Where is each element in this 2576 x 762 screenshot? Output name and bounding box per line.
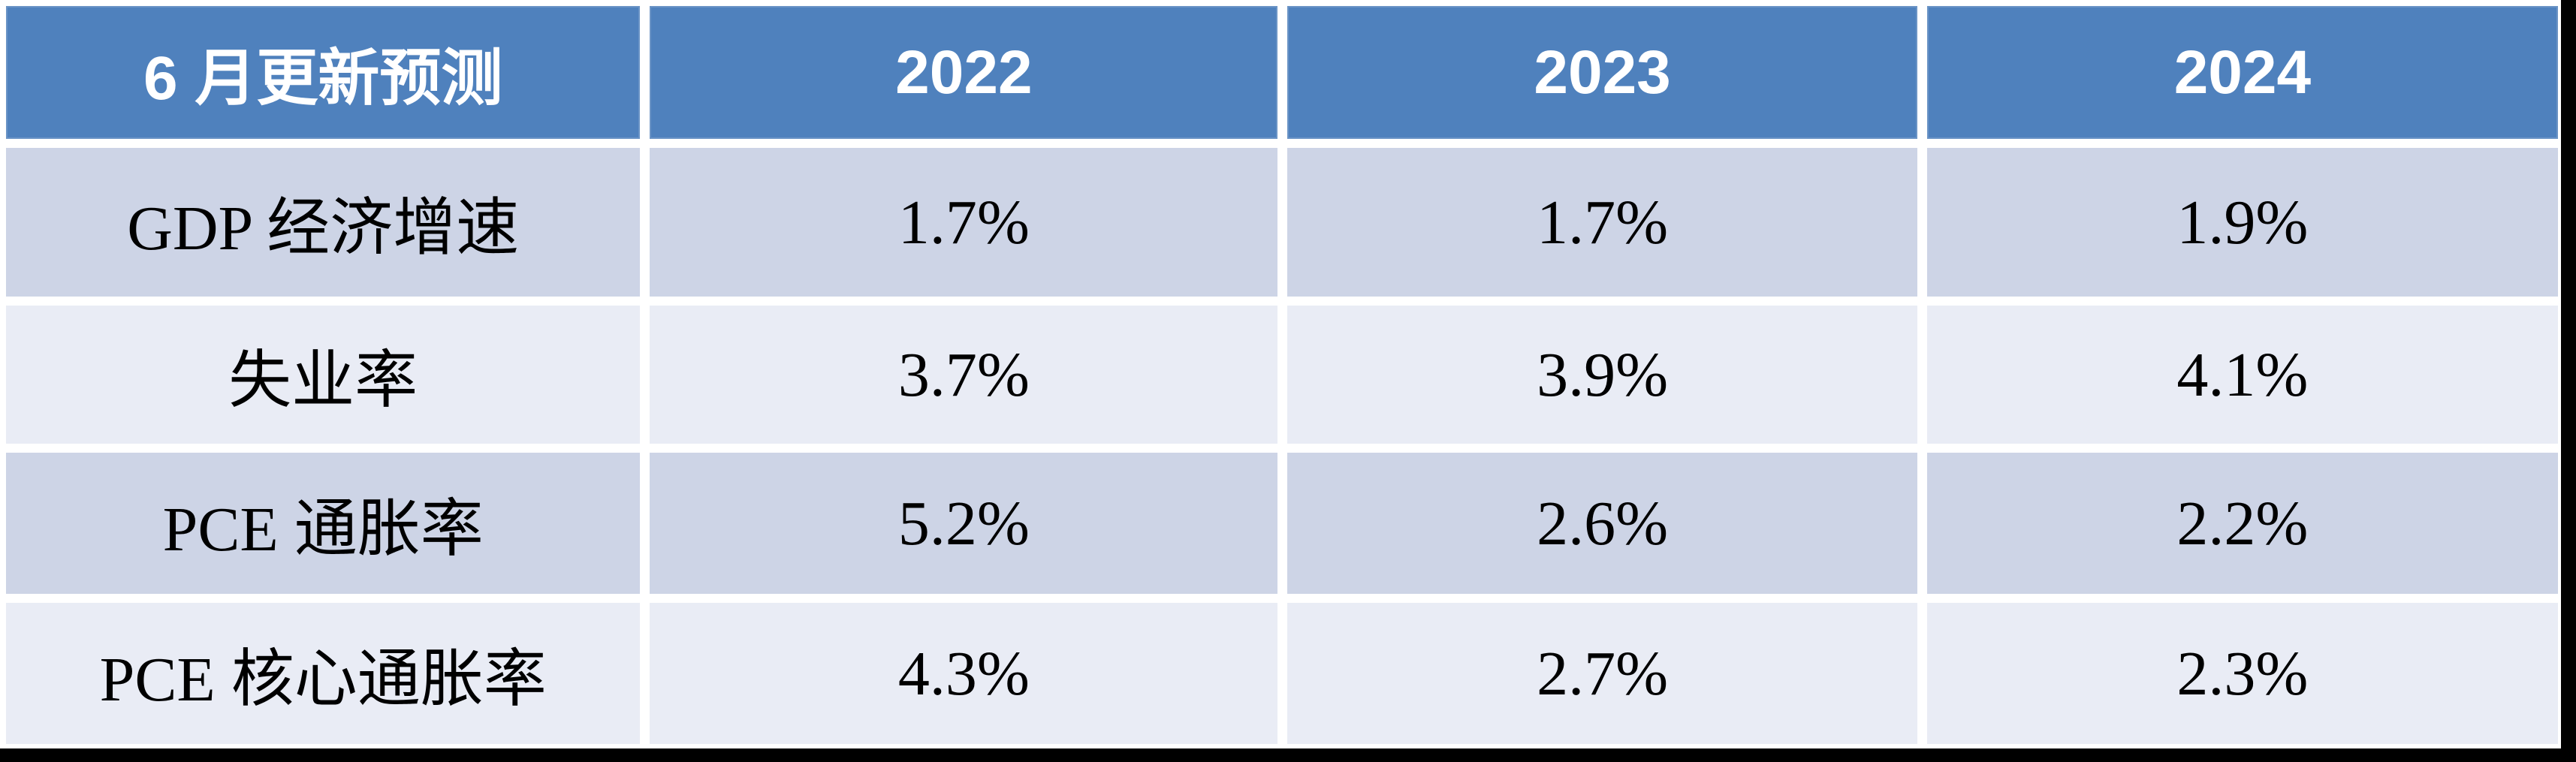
year-header-2022: 2022	[650, 6, 1278, 139]
value-pce-2023: 2.6%	[1287, 453, 1917, 594]
value-core-pce-2022: 4.3%	[650, 603, 1278, 744]
value-unemployment-2023: 3.9%	[1287, 306, 1917, 444]
row-label-core-pce-inflation: PCE 核心通胀率	[6, 603, 641, 744]
row-label-gdp: GDP 经济增速	[6, 148, 641, 297]
row-label-pce-inflation: PCE 通胀率	[6, 453, 641, 594]
value-core-pce-2023: 2.7%	[1287, 603, 1917, 744]
value-gdp-2024: 1.9%	[1926, 148, 2558, 297]
value-unemployment-2024: 4.1%	[1926, 306, 2558, 444]
value-core-pce-2024: 2.3%	[1926, 603, 2558, 744]
value-pce-2024: 2.2%	[1926, 453, 2558, 594]
value-gdp-2022: 1.7%	[650, 148, 1278, 297]
forecast-table: 6 月更新预测 2022 2023 2024 GDP 经济增速 1.7% 1.7…	[6, 6, 2558, 744]
year-header-2024: 2024	[1926, 6, 2558, 139]
row-label-unemployment: 失业率	[6, 306, 641, 444]
value-unemployment-2022: 3.7%	[650, 306, 1278, 444]
year-header-2023: 2023	[1287, 6, 1917, 139]
value-pce-2022: 5.2%	[650, 453, 1278, 594]
table-title-header: 6 月更新预测	[6, 6, 641, 139]
value-gdp-2023: 1.7%	[1287, 148, 1917, 297]
